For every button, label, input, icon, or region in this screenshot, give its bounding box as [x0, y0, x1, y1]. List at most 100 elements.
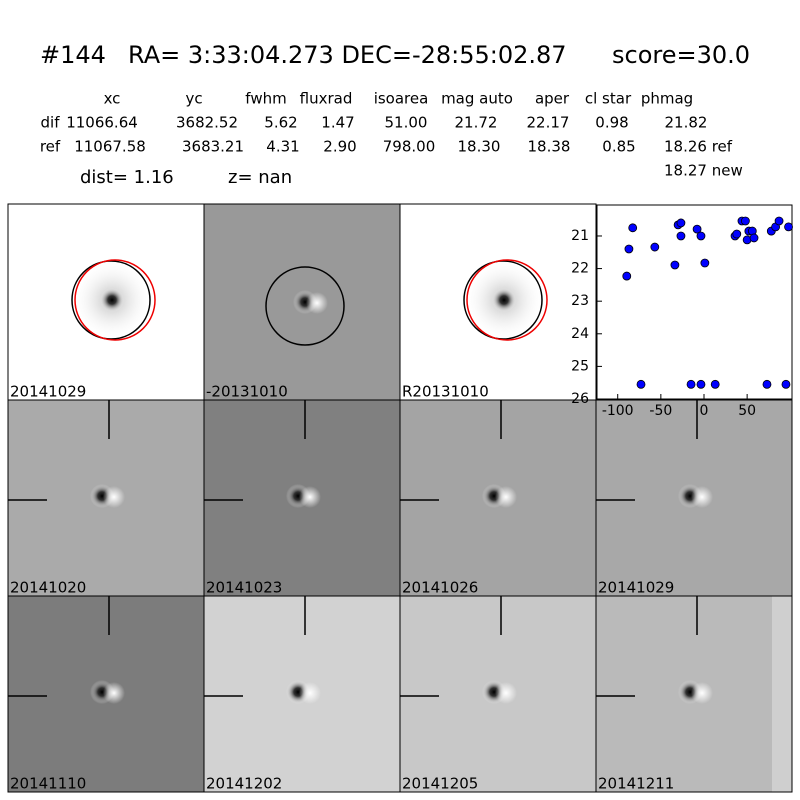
table-cell: 2.90 [323, 138, 356, 156]
distance: dist= 1.16 [80, 167, 174, 188]
plot-area [596, 204, 793, 400]
column-header: mag auto [441, 90, 513, 108]
dipole-bright [103, 486, 125, 508]
point [774, 216, 784, 226]
table-cell: 18.26 ref [664, 138, 733, 156]
point [636, 379, 646, 389]
point [781, 379, 791, 389]
column-header: fluxrad [300, 90, 353, 108]
column-header: xc [104, 90, 121, 108]
y-tick-label: 22 [571, 261, 589, 277]
dipole-bright [306, 292, 328, 314]
stamp-label: 20141029 [598, 579, 674, 597]
y-tick-label: 23 [571, 293, 589, 309]
stamp-label: 20141029 [10, 383, 86, 401]
table-cell: 798.00 [383, 138, 436, 156]
point [784, 222, 793, 232]
point [696, 379, 706, 389]
x-tick-label: 0 [700, 403, 709, 419]
table-cell: ref [40, 138, 61, 156]
stamp: 20141110 [7, 595, 205, 793]
table-cell: 21.72 [455, 114, 498, 132]
stamp: 20141026 [399, 399, 597, 597]
stats-table: xc yc fwhm fluxrad isoarea mag auto aper cl sta… [40, 90, 733, 156]
point [692, 224, 702, 234]
object-id: #144 [40, 41, 106, 69]
point [741, 216, 750, 226]
aperture [265, 266, 345, 346]
dipole-bright [103, 682, 125, 704]
column-header: fwhm [245, 90, 286, 108]
y-tick-label: 24 [571, 326, 589, 342]
stamp-label: 20141020 [10, 579, 86, 597]
point [686, 379, 696, 389]
column-header: phmag [641, 90, 693, 108]
coordinates: RA= 3:33:04.273 DEC=-28:55:02.87 [128, 41, 567, 69]
table-cell: dif [41, 114, 61, 132]
phmag-new: 18.27 new [664, 162, 743, 180]
y-tick-label: 26 [571, 391, 589, 407]
stamp: -20131010 [203, 203, 401, 401]
table-cell: 11067.58 [74, 138, 146, 156]
point [749, 233, 759, 243]
redshift: z= nan [228, 167, 292, 188]
point [670, 260, 680, 270]
dipole-bright [299, 486, 321, 508]
stamp: 20141029 [595, 399, 793, 597]
point [622, 271, 632, 281]
point [624, 244, 634, 254]
column-header: yc [185, 90, 202, 108]
stamp-label: 20141211 [598, 775, 674, 793]
table-cell: 5.62 [264, 114, 297, 132]
stamp: 20141202 [203, 595, 401, 793]
point [762, 379, 772, 389]
stamp: 20141020 [7, 399, 205, 597]
table-cell: 22.17 [527, 114, 570, 132]
point [628, 223, 638, 233]
aperture-ref [466, 259, 548, 341]
table-cell: 3682.52 [176, 114, 238, 132]
column-header: aper [535, 90, 570, 108]
stamp: R20131010 [399, 203, 597, 401]
column-header: cl star [585, 90, 632, 108]
stamp: 20141211 [595, 595, 793, 793]
stamp-border [595, 595, 793, 793]
point [650, 242, 660, 252]
dipole-bright [495, 682, 517, 704]
x-tick-label: 50 [738, 403, 756, 419]
table-cell: 1.47 [321, 114, 354, 132]
point [710, 379, 720, 389]
stamp: 20141205 [399, 595, 597, 793]
column-header: isoarea [374, 90, 429, 108]
table-cell: 11066.64 [66, 114, 138, 132]
stamp-label: 20141202 [206, 775, 282, 793]
stamp: 20141029 [7, 203, 205, 401]
aperture [71, 260, 151, 340]
x-tick-label: -100 [602, 403, 634, 419]
source-core [100, 288, 124, 312]
stamp-label: 20141023 [206, 579, 282, 597]
y-tick-label: 25 [571, 358, 589, 374]
stamp-edge [772, 596, 792, 792]
point [676, 231, 686, 241]
table-cell: 3683.21 [182, 138, 244, 156]
dipole-bright [691, 486, 713, 508]
dipole-bright [299, 682, 321, 704]
table-cell: 4.31 [266, 138, 299, 156]
stamp-label: -20131010 [206, 383, 288, 401]
table-cell: 18.30 [458, 138, 501, 156]
table-cell: 0.98 [595, 114, 628, 132]
aperture-ref [74, 259, 156, 341]
stamp-label: 20141205 [402, 775, 478, 793]
score: score=30.0 [612, 41, 750, 69]
point [676, 218, 686, 228]
dipole-bright [495, 486, 517, 508]
stamp-label: 20141110 [10, 775, 86, 793]
table-cell: 21.82 [665, 114, 708, 132]
y-tick-label: 21 [571, 228, 589, 244]
stamp-label: R20131010 [402, 383, 489, 401]
table-cell: 0.85 [602, 138, 635, 156]
scatter-plot: 21 22 23 24 25 26 -100 -50 0 50 [571, 204, 793, 419]
dipole-bright [691, 682, 713, 704]
